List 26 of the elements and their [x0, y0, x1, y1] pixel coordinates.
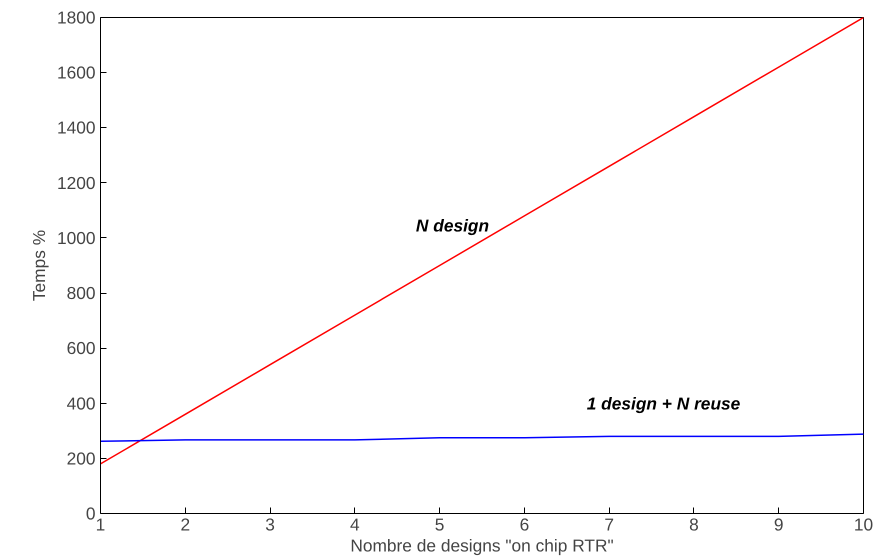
x-tick-label: 4: [350, 514, 360, 534]
x-axis-title: Nombre de designs "on chip RTR": [350, 536, 614, 556]
annotation: 1 design + N reuse: [586, 394, 741, 414]
y-tick-label: 200: [66, 448, 96, 468]
y-tick-label: 1800: [56, 8, 96, 28]
annotation: N design: [416, 216, 490, 236]
x-tick-label: 10: [854, 514, 874, 534]
y-tick-label: 1600: [56, 62, 96, 83]
x-tick-label: 9: [774, 514, 784, 534]
y-tick-label: 800: [66, 283, 96, 304]
x-tick-label: 7: [604, 514, 614, 534]
y-tick-label: 600: [66, 338, 96, 358]
y-tick-label: 1200: [56, 172, 96, 193]
x-tick-label: 5: [434, 514, 444, 534]
y-tick-label: 1000: [56, 228, 96, 248]
y-tick-label: 1400: [56, 118, 96, 138]
y-axis-title: Temps %: [28, 230, 49, 302]
x-tick-label: 3: [265, 514, 275, 534]
x-tick-label: 2: [180, 514, 190, 534]
line-series: [100, 18, 864, 465]
x-tick-label: 1: [96, 514, 106, 534]
line-series: [100, 433, 864, 442]
y-tick-label: 400: [66, 393, 96, 414]
x-tick-label: 8: [689, 514, 699, 534]
y-tick-label: 0: [86, 504, 96, 524]
x-tick-label: 6: [520, 514, 530, 534]
